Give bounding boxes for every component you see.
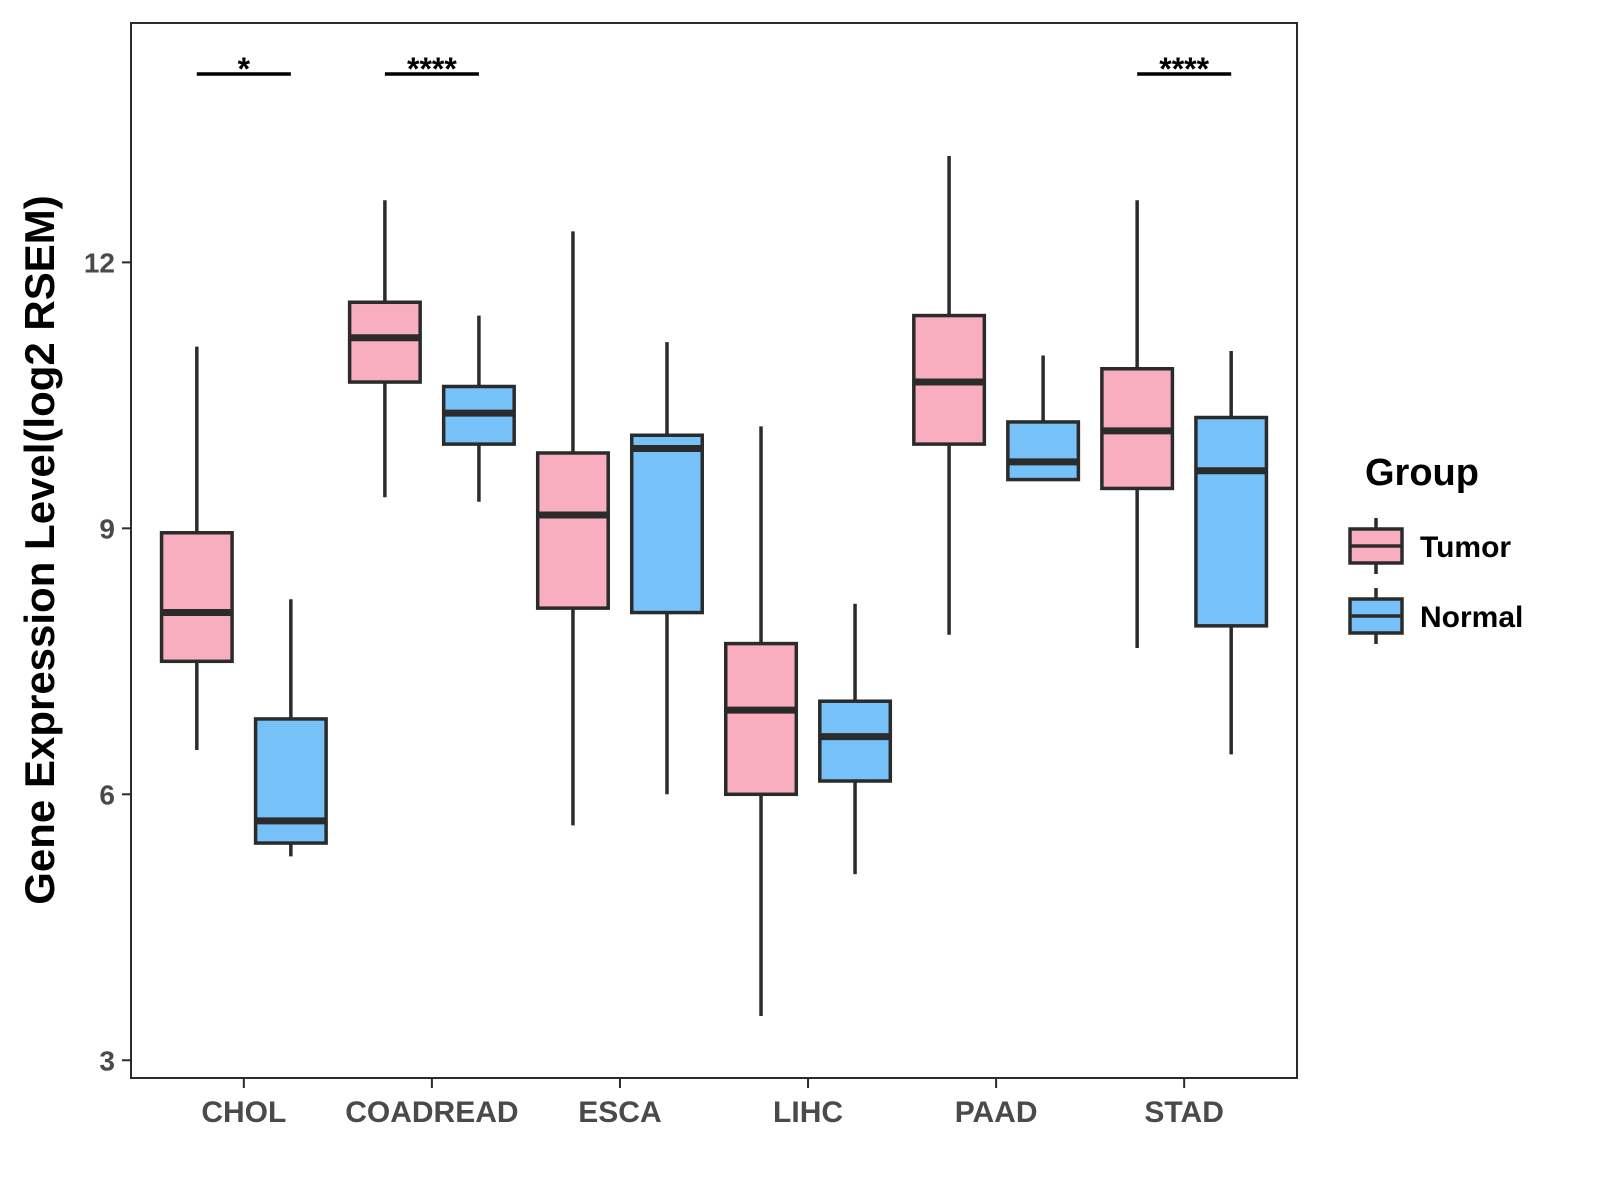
y-tick-label: 3 xyxy=(99,1045,115,1076)
y-tick-label: 6 xyxy=(99,779,115,810)
box-normal-coadread xyxy=(441,315,516,502)
box-iqr xyxy=(724,641,799,797)
y-axis-title: Gene Expression Level(log2 RSEM) xyxy=(16,195,63,905)
x-tick-label: ESCA xyxy=(578,1096,661,1129)
box-series xyxy=(159,155,1269,1016)
y-tick-label: 9 xyxy=(99,513,115,544)
x-tick-label: CHOL xyxy=(201,1096,286,1129)
box-tumor-paad xyxy=(912,155,987,635)
box-iqr xyxy=(159,531,234,664)
significance-label: **** xyxy=(1159,51,1209,87)
y-axis: 3 6 9 12 xyxy=(84,247,131,1076)
box-iqr xyxy=(535,451,610,610)
box-normal-esca xyxy=(629,342,704,795)
box-tumor-esca xyxy=(535,231,610,826)
legend: Group Tumor Normal xyxy=(1348,452,1523,644)
box-iqr xyxy=(629,433,704,615)
x-tick-label: STAD xyxy=(1144,1096,1223,1129)
x-tick-label: PAAD xyxy=(955,1096,1038,1129)
box-normal-stad xyxy=(1194,351,1269,755)
legend-label-normal: Normal xyxy=(1420,601,1523,634)
x-tick-label: COADREAD xyxy=(345,1096,518,1129)
box-iqr xyxy=(347,300,422,384)
significance-label: **** xyxy=(407,51,457,87)
plot-panel xyxy=(130,22,1298,1079)
box-normal-chol xyxy=(253,599,328,857)
legend-label-tumor: Tumor xyxy=(1420,531,1511,564)
x-tick-label: LIHC xyxy=(773,1096,843,1129)
box-normal-paad xyxy=(1006,355,1081,482)
box-tumor-stad xyxy=(1100,200,1175,649)
y-tick-label: 12 xyxy=(84,247,115,278)
legend-title: Group xyxy=(1365,452,1479,494)
box-iqr xyxy=(818,699,893,783)
box-tumor-chol xyxy=(159,346,234,750)
box-iqr xyxy=(1006,420,1081,482)
box-tumor-lihc xyxy=(724,426,799,1016)
box-tumor-coadread xyxy=(347,200,422,498)
box-normal-lihc xyxy=(818,603,893,875)
legend-key-tumor xyxy=(1348,518,1404,574)
significance-annotations: * **** **** xyxy=(196,51,1232,87)
x-axis: CHOL COADREAD ESCA LIHC PAAD STAD xyxy=(201,1078,1224,1129)
significance-label: * xyxy=(238,51,251,87)
legend-key-normal xyxy=(1348,588,1404,644)
box-iqr xyxy=(253,717,328,845)
box-iqr xyxy=(1194,415,1269,628)
